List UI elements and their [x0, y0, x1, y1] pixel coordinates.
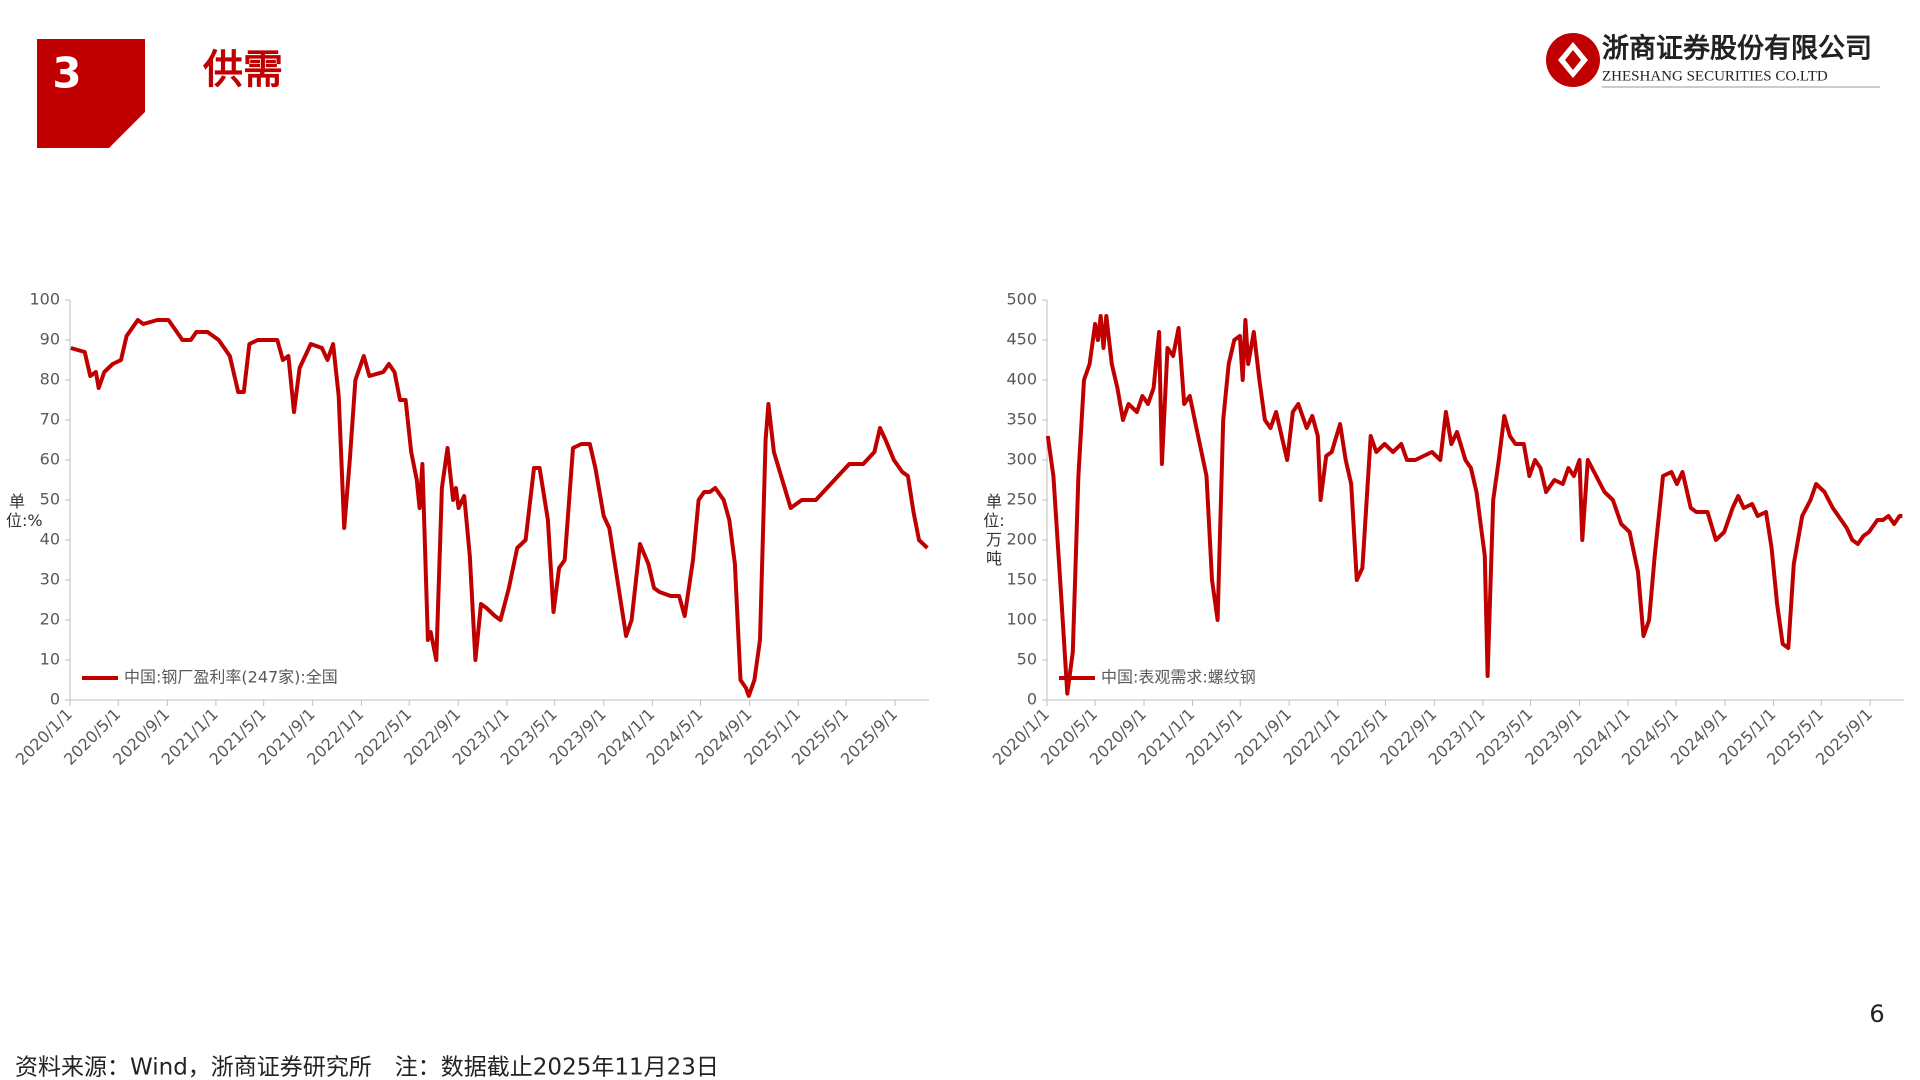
y-tick-label: 100 [29, 290, 60, 309]
section-title: 供需 [203, 47, 283, 93]
y-tick-label: 40 [40, 530, 60, 549]
y-tick-label: 150 [1006, 570, 1037, 589]
y-tick-label: 250 [1006, 490, 1037, 509]
data-line [70, 318, 929, 698]
y-tick-label: 100 [1006, 610, 1037, 629]
logo-mark-inner [1565, 50, 1581, 70]
company-name-en: ZHESHANG SECURITIES CO.LTD [1602, 68, 1828, 84]
section-badge [37, 39, 145, 148]
y-tick-label: 400 [1006, 370, 1037, 389]
y-tick-label: 10 [40, 650, 60, 669]
y-tick-label: 0 [50, 690, 60, 709]
y-tick-label: 50 [1017, 650, 1037, 669]
y-tick-label: 300 [1006, 450, 1037, 469]
y-tick-label: 450 [1006, 330, 1037, 349]
legend-label: 中国:钢厂盈利率(247家):全国 [124, 668, 338, 687]
y-tick-label: 80 [40, 370, 60, 389]
y-tick-label: 50 [40, 490, 60, 509]
y-tick-label: 500 [1006, 290, 1037, 309]
y-axis-label: 单位:万吨 [983, 492, 1005, 568]
y-axis-label: 单位:% [6, 492, 43, 530]
y-tick-label: 60 [40, 450, 60, 469]
y-tick-label: 0 [1027, 690, 1037, 709]
section-number: 3 [52, 49, 81, 98]
y-tick-label: 90 [40, 330, 60, 349]
y-tick-label: 30 [40, 570, 60, 589]
y-tick-label: 20 [40, 610, 60, 629]
y-tick-label: 200 [1006, 530, 1037, 549]
y-tick-label: 70 [40, 410, 60, 429]
logo [1546, 33, 1600, 87]
legend-label: 中国:表观需求:螺纹钢 [1101, 668, 1256, 687]
y-tick-label: 350 [1006, 410, 1037, 429]
data-line [1045, 314, 1903, 696]
page-number: 6 [1869, 1000, 1884, 1028]
source-note: 资料来源：Wind，浙商证券研究所 注：数据截止2025年11月23日 [15, 1055, 719, 1080]
company-name: 浙商证券股份有限公司 [1602, 33, 1872, 65]
